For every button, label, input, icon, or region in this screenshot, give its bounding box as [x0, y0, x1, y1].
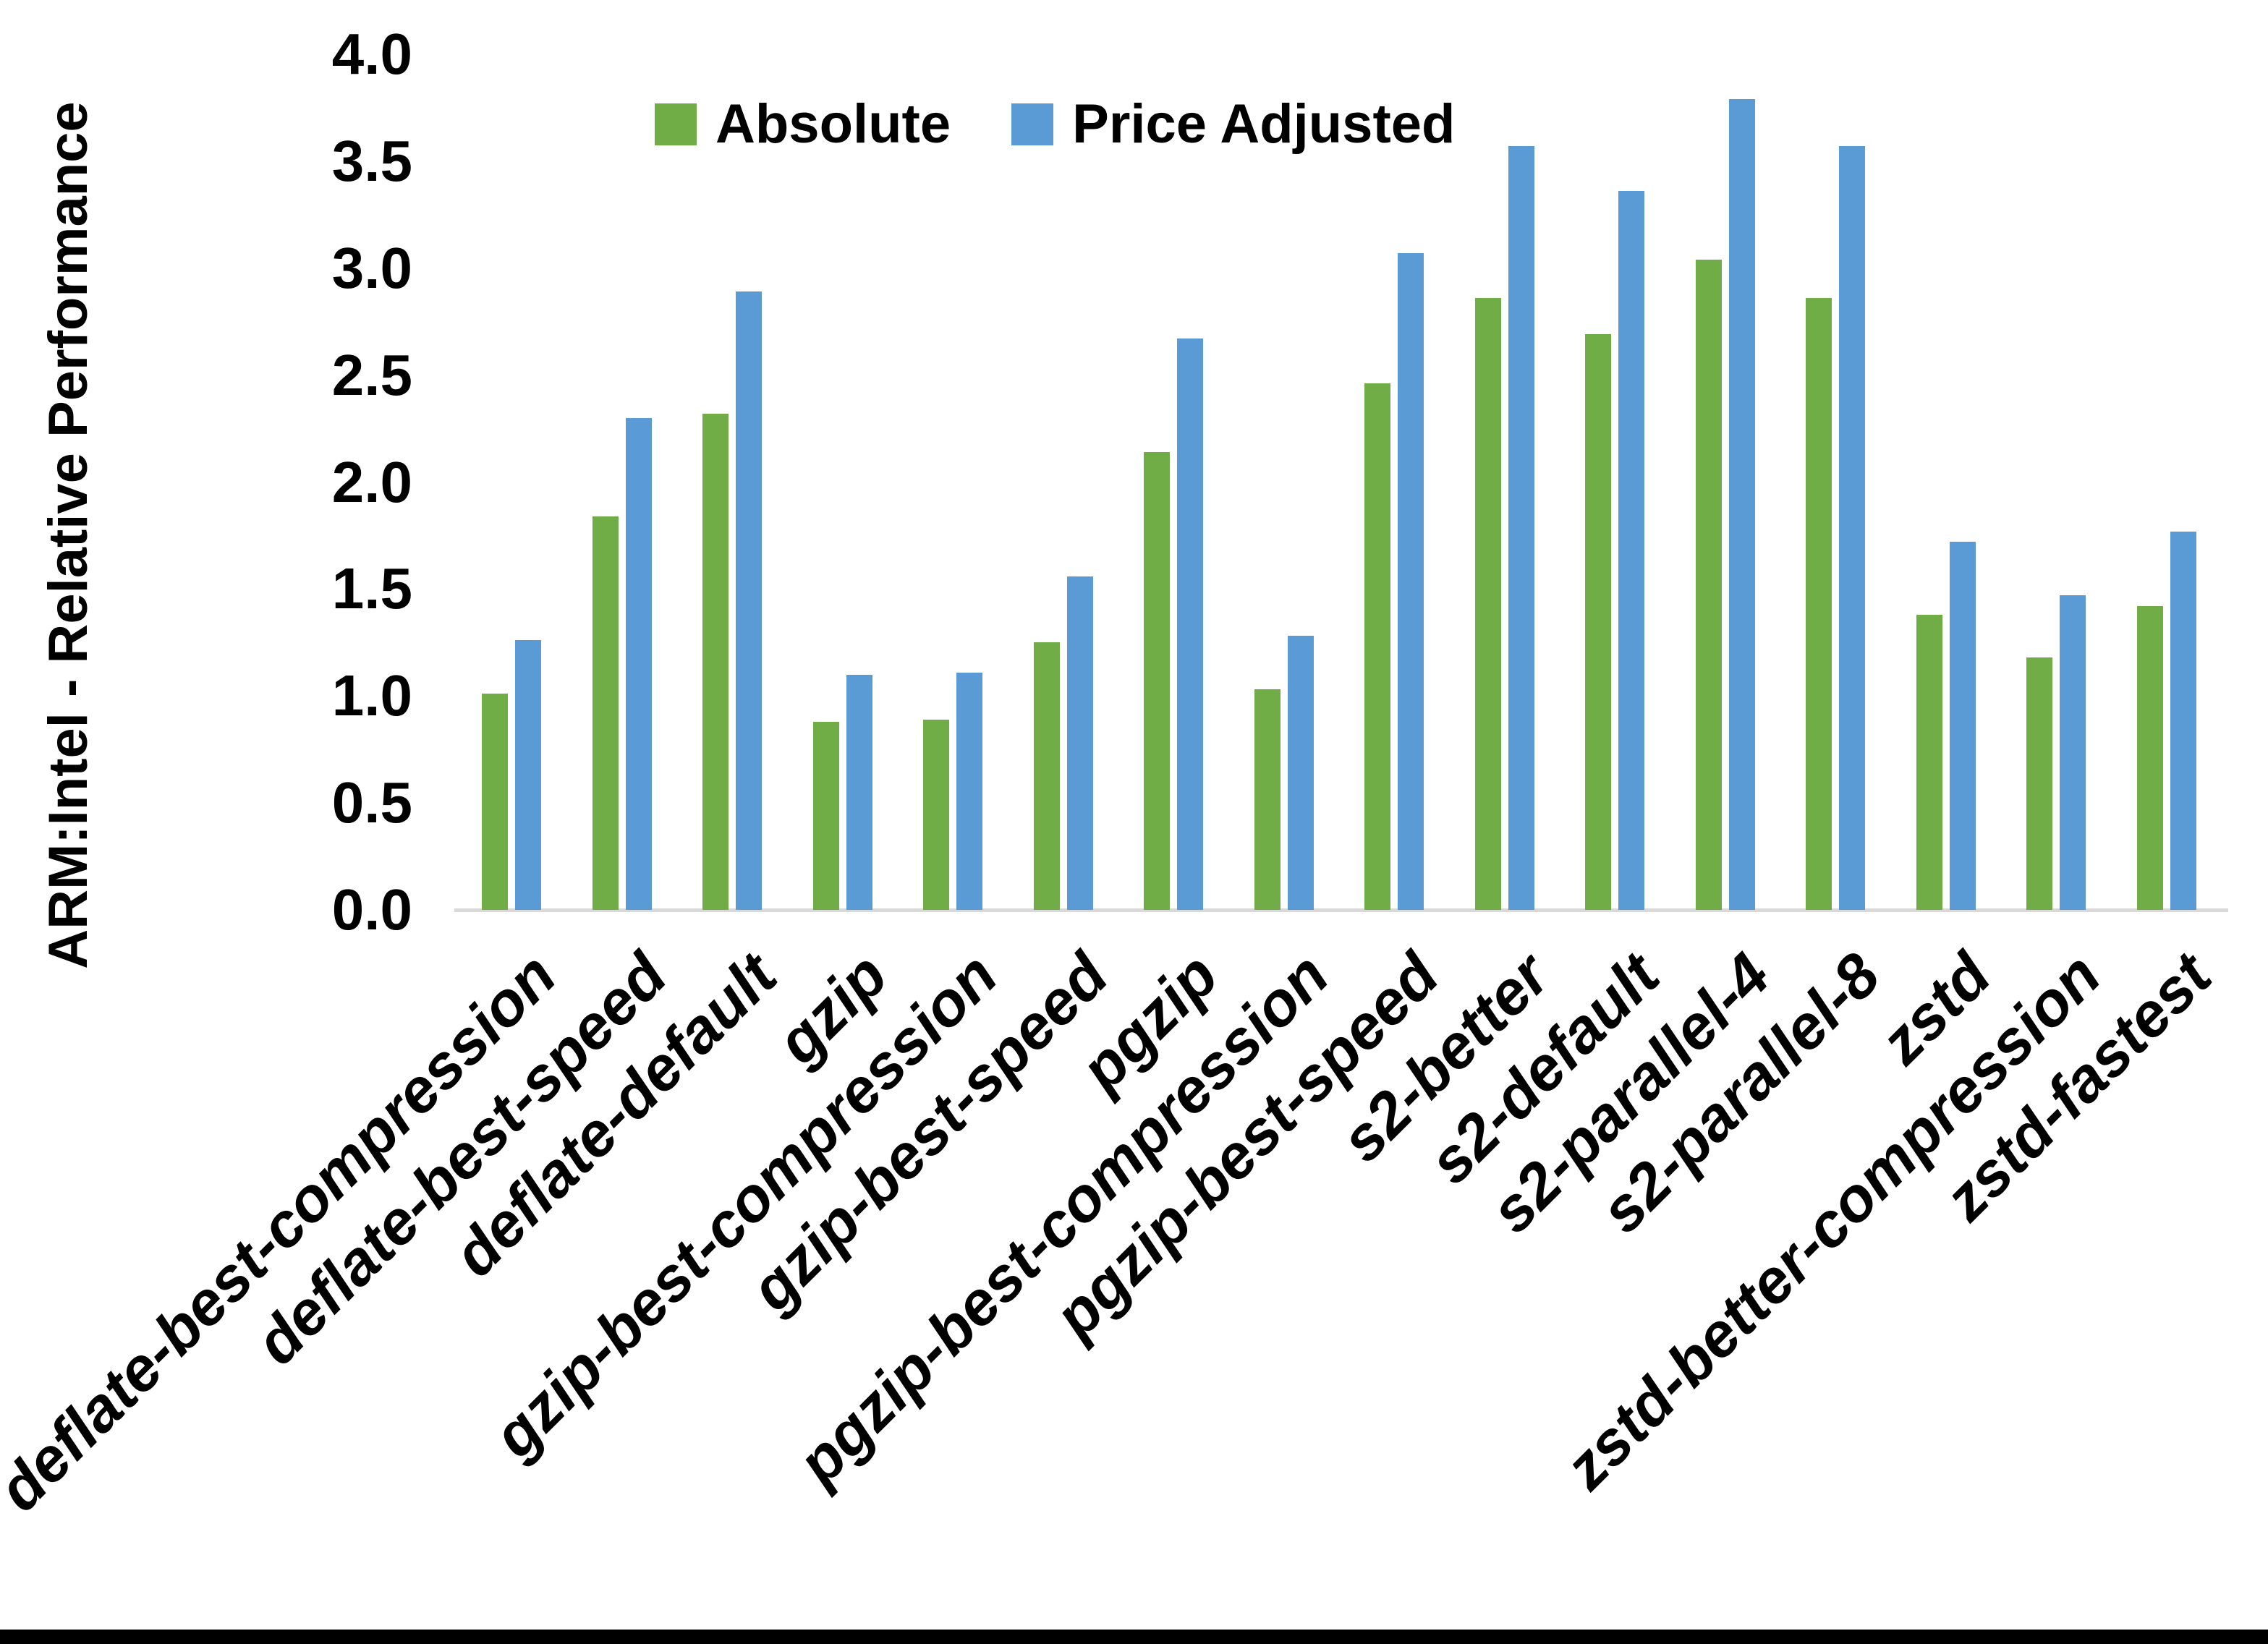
bar-pgzip-best-compression-price-adjusted	[1287, 636, 1314, 910]
bar-pgzip-price-adjusted	[1177, 338, 1203, 910]
x-axis-line	[454, 908, 2228, 912]
bar-s2-default-price-adjusted	[1618, 191, 1644, 910]
bar-zstd-fastest-absolute	[2136, 606, 2163, 910]
bar-pgzip-absolute	[1144, 452, 1170, 910]
bar-s2-default-absolute	[1585, 334, 1611, 910]
bar-deflate-default-absolute	[702, 413, 729, 910]
bar-deflate-best-compression-absolute	[482, 694, 508, 910]
bar-gzip-absolute	[812, 721, 839, 910]
y-tick-label-3.0: 3.0	[331, 235, 412, 300]
bar-s2-parallel-8-price-adjusted	[1839, 146, 1865, 910]
bar-zstd-price-adjusted	[1949, 542, 1976, 910]
bar-deflate-best-speed-price-adjusted	[625, 417, 652, 910]
bar-zstd-fastest-price-adjusted	[2170, 531, 2196, 910]
legend-label-absolute: Absolute	[715, 93, 951, 155]
legend-swatch-absolute	[655, 103, 697, 145]
bar-gzip-best-compression-absolute	[923, 719, 949, 910]
legend-item-absolute: Absolute	[655, 93, 951, 156]
legend: Absolute Price Adjusted	[655, 93, 1455, 156]
bar-s2-parallel-4-absolute	[1695, 259, 1722, 910]
bar-pgzip-best-speed-absolute	[1364, 383, 1390, 910]
y-tick-label-2.0: 2.0	[331, 449, 412, 514]
bar-deflate-best-speed-absolute	[592, 516, 619, 910]
bottom-border	[0, 1630, 2268, 1644]
bar-s2-parallel-4-price-adjusted	[1728, 99, 1755, 910]
bar-pgzip-best-speed-price-adjusted	[1398, 253, 1424, 910]
y-tick-label-3.5: 3.5	[331, 128, 412, 193]
bar-gzip-price-adjusted	[846, 674, 872, 910]
legend-swatch-price-adjusted	[1011, 103, 1054, 145]
bar-s2-parallel-8-absolute	[1806, 298, 1832, 910]
legend-label-price-adjusted: Price Adjusted	[1072, 93, 1456, 155]
y-tick-label-1.5: 1.5	[331, 556, 412, 621]
bar-deflate-best-compression-price-adjusted	[515, 640, 541, 910]
bar-zstd-better-compression-absolute	[2026, 657, 2052, 910]
y-tick-label-1.0: 1.0	[331, 663, 412, 728]
y-tick-label-2.5: 2.5	[331, 342, 412, 407]
bar-gzip-best-compression-price-adjusted	[956, 672, 982, 910]
bar-zstd-better-compression-price-adjusted	[2060, 595, 2086, 910]
bar-gzip-best-speed-absolute	[1033, 642, 1060, 910]
bar-pgzip-best-compression-absolute	[1254, 689, 1280, 910]
bar-s2-better-price-adjusted	[1508, 146, 1534, 910]
bar-zstd-absolute	[1916, 614, 1942, 910]
bar-gzip-best-speed-price-adjusted	[1066, 576, 1093, 910]
bar-s2-better-absolute	[1474, 298, 1501, 910]
y-tick-label-0.0: 0.0	[331, 877, 412, 942]
bar-deflate-default-price-adjusted	[736, 291, 762, 910]
y-tick-label-0.5: 0.5	[331, 770, 412, 835]
legend-item-price-adjusted: Price Adjusted	[1011, 93, 1455, 156]
y-axis-title: ARM:Intel - Relative Performance	[38, 101, 99, 969]
y-tick-label-4.0: 4.0	[331, 22, 412, 86]
